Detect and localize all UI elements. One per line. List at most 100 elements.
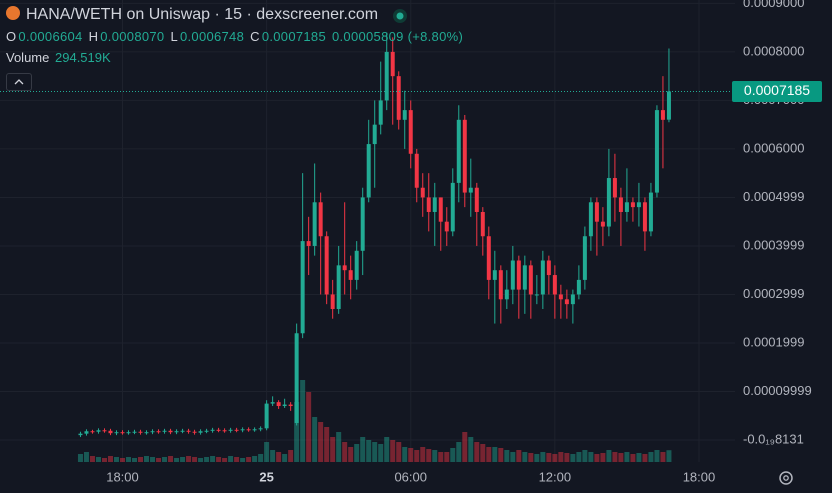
candle-body bbox=[186, 430, 191, 432]
volume-bar bbox=[582, 450, 588, 462]
volume-bar bbox=[186, 456, 192, 462]
candle-body bbox=[534, 294, 539, 296]
volume-bar bbox=[438, 452, 444, 462]
candle-body bbox=[258, 428, 263, 430]
volume-bar bbox=[210, 456, 216, 462]
candle-body bbox=[564, 299, 569, 305]
candle-body bbox=[168, 430, 173, 433]
candle-body bbox=[642, 202, 647, 232]
change: 0.00005809 (+8.80%) bbox=[331, 29, 464, 44]
candle-body bbox=[84, 431, 89, 434]
candle-body bbox=[492, 270, 497, 280]
candle-body bbox=[408, 110, 413, 154]
collapse-button[interactable] bbox=[6, 73, 32, 91]
volume-bar bbox=[174, 458, 180, 462]
candle-body bbox=[330, 294, 335, 310]
candle-body bbox=[108, 430, 113, 434]
volume-bar bbox=[606, 450, 612, 462]
candle-body bbox=[552, 275, 557, 295]
volume-bar bbox=[420, 447, 426, 462]
volume-bar bbox=[107, 456, 113, 462]
candle-body bbox=[222, 430, 227, 432]
candle-body bbox=[276, 402, 281, 407]
candle-body bbox=[354, 250, 359, 280]
volume-bar bbox=[95, 457, 101, 462]
candle-body bbox=[144, 432, 149, 434]
volume-bar bbox=[600, 453, 606, 462]
candle-body bbox=[132, 431, 137, 433]
volume-bar bbox=[318, 422, 324, 462]
volume-bar bbox=[426, 449, 432, 462]
candle-body bbox=[636, 202, 641, 208]
candle-body bbox=[558, 294, 563, 300]
y-tick-label: 0.0004999 bbox=[743, 189, 804, 204]
token-icon bbox=[6, 6, 20, 20]
volume-bar bbox=[618, 453, 624, 462]
volume-bar bbox=[498, 448, 504, 462]
volume-pane bbox=[77, 380, 672, 462]
volume-bar bbox=[468, 437, 474, 462]
candle-body bbox=[90, 431, 95, 433]
volume-bar bbox=[486, 447, 492, 462]
volume-bar bbox=[282, 454, 288, 462]
volume-bar bbox=[414, 450, 420, 462]
volume-bar bbox=[246, 457, 252, 462]
volume-bar bbox=[630, 454, 636, 462]
candle-body bbox=[252, 429, 257, 431]
volume-bar bbox=[234, 457, 240, 462]
candle-body bbox=[540, 260, 545, 295]
volume-bar bbox=[402, 447, 408, 462]
volume-bar bbox=[288, 450, 294, 462]
candle-body bbox=[648, 192, 653, 232]
candle-body bbox=[150, 431, 155, 433]
volume-bar bbox=[528, 453, 534, 462]
chevron-path bbox=[14, 79, 24, 85]
settings-icon[interactable] bbox=[779, 471, 793, 485]
x-tick-label: 18:00 bbox=[106, 469, 139, 484]
volume-bar bbox=[204, 457, 210, 462]
candle-body bbox=[216, 429, 221, 431]
volume-bar bbox=[168, 456, 174, 462]
candle-body bbox=[360, 197, 365, 251]
volume-bar bbox=[378, 444, 384, 462]
volume-bar bbox=[120, 458, 125, 462]
candle-body bbox=[102, 430, 107, 432]
candle-body bbox=[528, 265, 533, 295]
volume-bar bbox=[384, 437, 390, 462]
volume-bar bbox=[77, 454, 83, 462]
volume-bar bbox=[642, 454, 648, 462]
volume-bar bbox=[534, 454, 540, 462]
volume-bar bbox=[300, 380, 306, 462]
candle-body bbox=[288, 404, 293, 407]
candle-body bbox=[570, 294, 575, 305]
volume-bar bbox=[276, 452, 282, 462]
candle-body bbox=[204, 430, 209, 432]
last-price-tag bbox=[732, 80, 822, 102]
candle-body bbox=[432, 197, 437, 212]
ohlc-key: L bbox=[170, 29, 178, 44]
volume-bar bbox=[228, 456, 234, 462]
candle-body bbox=[348, 270, 353, 280]
axes: 0.00090000.00080000.00070000.00060000.00… bbox=[0, 0, 822, 484]
candles bbox=[78, 32, 671, 438]
volume-bar bbox=[222, 458, 228, 462]
candle-body bbox=[420, 187, 425, 198]
candle-body bbox=[174, 431, 179, 433]
volume-bar bbox=[216, 457, 222, 462]
y-tick-label: 0.0001999 bbox=[743, 334, 804, 349]
candle-body bbox=[114, 432, 119, 434]
volume-bar bbox=[138, 457, 144, 462]
volume-value: 294.519K bbox=[55, 50, 111, 65]
candle-body bbox=[462, 119, 467, 193]
candle-body bbox=[606, 178, 611, 227]
candle-body bbox=[474, 187, 479, 212]
header-title: HANA/WETH on Uniswap · 15 · dexscreener.… bbox=[6, 6, 378, 24]
candle-body bbox=[378, 100, 383, 125]
candle-body bbox=[210, 429, 215, 431]
volume-bar bbox=[330, 437, 336, 462]
candle-body bbox=[162, 430, 167, 432]
volume-bar bbox=[270, 450, 276, 462]
candle-body bbox=[384, 51, 389, 101]
candle-body bbox=[372, 124, 377, 145]
candle-body bbox=[546, 260, 551, 276]
